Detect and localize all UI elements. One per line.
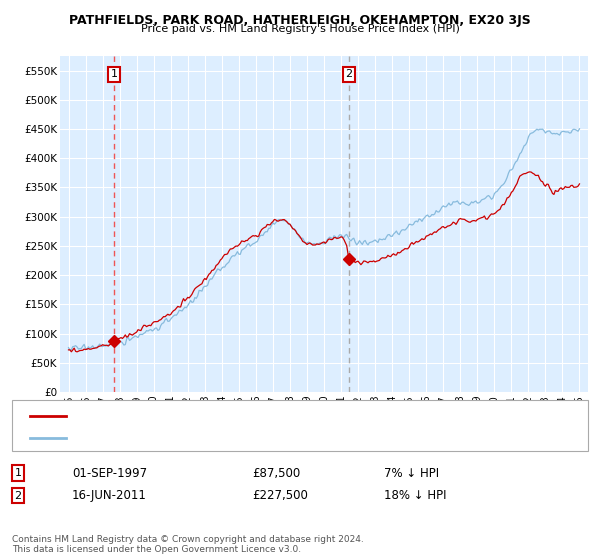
Text: £87,500: £87,500 <box>252 466 300 480</box>
Text: Price paid vs. HM Land Registry's House Price Index (HPI): Price paid vs. HM Land Registry's House … <box>140 24 460 34</box>
Text: HPI: Average price, detached house, West Devon: HPI: Average price, detached house, West… <box>78 433 333 444</box>
Text: 7% ↓ HPI: 7% ↓ HPI <box>384 466 439 480</box>
Text: 16-JUN-2011: 16-JUN-2011 <box>72 489 147 502</box>
Text: 2: 2 <box>346 69 352 80</box>
Text: PATHFIELDS, PARK ROAD, HATHERLEIGH, OKEHAMPTON, EX20 3JS (detached house): PATHFIELDS, PARK ROAD, HATHERLEIGH, OKEH… <box>78 411 514 421</box>
Text: £227,500: £227,500 <box>252 489 308 502</box>
Text: Contains HM Land Registry data © Crown copyright and database right 2024.
This d: Contains HM Land Registry data © Crown c… <box>12 535 364 554</box>
Text: 2: 2 <box>14 491 22 501</box>
Text: PATHFIELDS, PARK ROAD, HATHERLEIGH, OKEHAMPTON, EX20 3JS: PATHFIELDS, PARK ROAD, HATHERLEIGH, OKEH… <box>69 14 531 27</box>
Text: 01-SEP-1997: 01-SEP-1997 <box>72 466 147 480</box>
Text: 18% ↓ HPI: 18% ↓ HPI <box>384 489 446 502</box>
Text: 1: 1 <box>14 468 22 478</box>
Text: 1: 1 <box>110 69 118 80</box>
